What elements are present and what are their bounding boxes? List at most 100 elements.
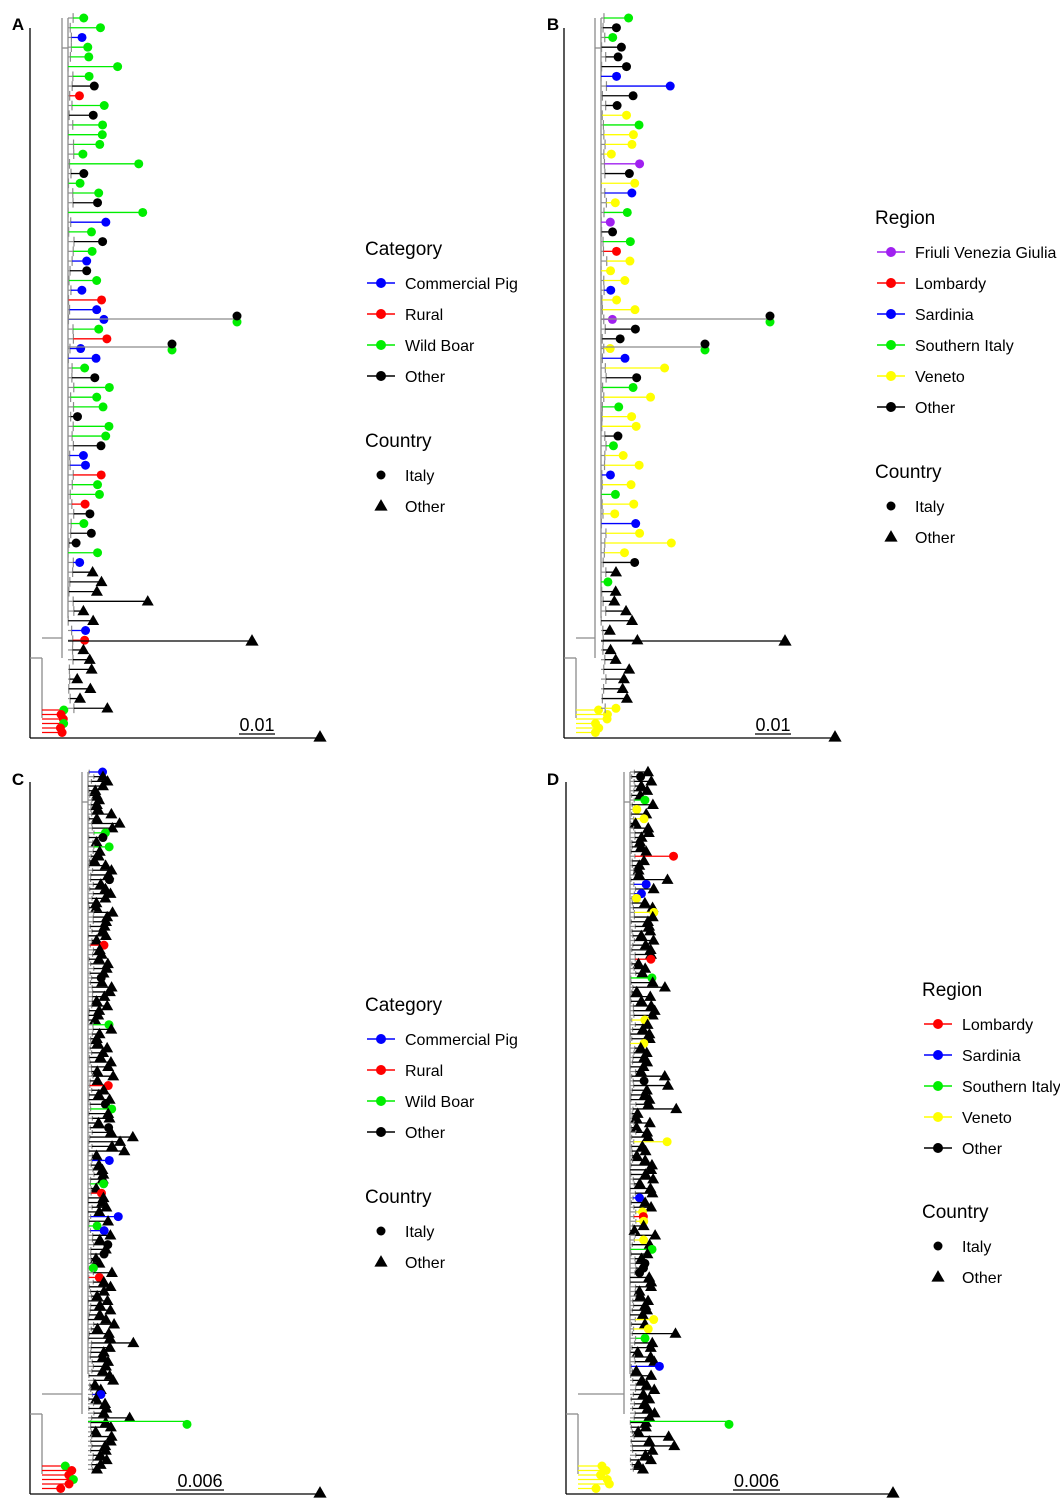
tip-circle-marker	[56, 1484, 66, 1493]
tree-panel-c: 0.006	[29, 767, 327, 1498]
tip-triangle-marker	[104, 1126, 117, 1137]
tip-triangle-marker	[100, 1453, 113, 1465]
tip-triangle-marker	[646, 976, 659, 987]
tip-triangle-marker	[646, 798, 659, 809]
legend-circle-icon	[886, 501, 896, 511]
tip-triangle-marker	[105, 1023, 118, 1034]
tip-circle-marker	[625, 237, 635, 247]
tip-triangle-marker	[636, 967, 649, 978]
tip-triangle-marker	[629, 817, 642, 828]
tip-triangle-marker	[93, 1205, 106, 1217]
tip-triangle-marker	[639, 1154, 652, 1165]
tip-circle-marker	[98, 402, 108, 412]
tip-circle-marker	[619, 548, 629, 558]
tip-triangle-marker	[101, 957, 114, 969]
tree-panel-a: 0.01	[29, 13, 327, 742]
tip-circle-marker	[628, 382, 638, 392]
tip-circle-marker	[92, 392, 102, 402]
tip-circle-marker	[92, 276, 102, 285]
tip-triangle-marker	[71, 672, 84, 684]
legend-item-label: Other	[915, 530, 956, 547]
legend-item-label: Italy	[405, 468, 434, 485]
tip-triangle-marker	[637, 1388, 650, 1399]
legend-swatch-dot	[376, 1127, 386, 1137]
tip-triangle-marker	[97, 1346, 110, 1357]
tip-triangle-marker	[632, 957, 645, 969]
tip-triangle-marker	[778, 634, 792, 646]
tip-circle-marker	[72, 412, 82, 422]
legend-item-label: Wild Boar	[405, 338, 475, 355]
tree-panel-d: 0.006	[565, 765, 900, 1498]
tip-triangle-marker	[92, 1088, 105, 1100]
legend-shape-title: Country	[922, 1202, 989, 1223]
legend-item-label: Commercial Pig	[405, 276, 518, 293]
tip-circle-marker	[634, 460, 644, 470]
tip-triangle-marker	[90, 1032, 103, 1043]
tip-circle-marker	[632, 804, 642, 814]
tip-triangle-marker	[634, 1041, 647, 1053]
tip-circle-marker	[610, 509, 620, 519]
tip-circle-marker	[611, 23, 621, 33]
tip-triangle-marker	[633, 1177, 646, 1189]
tip-triangle-marker	[105, 1430, 118, 1441]
legend-swatch-dot	[886, 247, 896, 257]
tip-triangle-marker	[648, 1406, 661, 1418]
tip-triangle-marker	[639, 1196, 652, 1207]
legend-swatch-dot	[886, 402, 896, 412]
tip-circle-marker	[96, 1389, 106, 1399]
tip-triangle-marker	[644, 943, 657, 955]
tip-circle-marker	[82, 256, 92, 266]
tip-triangle-marker	[106, 821, 119, 833]
tip-circle-marker	[628, 130, 638, 140]
tip-circle-marker	[591, 1484, 601, 1493]
tip-circle-marker	[80, 635, 90, 645]
tip-triangle-marker	[617, 672, 630, 684]
tip-circle-marker	[610, 489, 620, 499]
legend-item-label: Lombardy	[915, 276, 986, 293]
tip-circle-marker	[602, 714, 612, 724]
tip-triangle-marker	[89, 1013, 102, 1025]
tip-circle-marker	[79, 519, 89, 529]
tip-triangle-marker	[609, 653, 622, 664]
legend-item-label: Wild Boar	[405, 1094, 475, 1111]
tip-circle-marker	[631, 519, 641, 529]
tip-triangle-marker	[88, 854, 101, 866]
legend-item-label: Sardinia	[962, 1048, 1021, 1065]
tip-triangle-marker	[105, 807, 118, 819]
tip-triangle-marker	[107, 1374, 120, 1385]
legend-swatch-dot	[933, 1050, 943, 1060]
tip-circle-marker	[90, 373, 100, 383]
tip-triangle-marker	[644, 924, 657, 936]
tip-triangle-marker	[633, 859, 646, 870]
tip-triangle-marker	[103, 985, 116, 997]
tip-circle-marker	[86, 528, 96, 538]
tip-circle-marker	[104, 1155, 114, 1165]
legend-swatch-dot	[376, 1096, 386, 1106]
tip-triangle-marker	[630, 1112, 643, 1123]
tip-circle-marker	[665, 81, 675, 91]
tip-triangle-marker	[608, 595, 621, 606]
tip-triangle-marker	[313, 1486, 327, 1498]
tip-triangle-marker	[98, 1285, 111, 1296]
tip-circle-marker	[167, 339, 177, 349]
tip-triangle-marker	[886, 1486, 900, 1498]
tip-circle-marker	[79, 13, 89, 23]
tip-circle-marker	[101, 431, 111, 441]
tip-triangle-marker	[101, 910, 114, 922]
tip-triangle-marker	[94, 1449, 107, 1460]
legend-swatch-dot	[376, 309, 386, 319]
tip-triangle-marker	[641, 915, 654, 926]
tip-circle-marker	[630, 305, 640, 315]
tip-circle-marker	[85, 509, 95, 519]
tip-triangle-marker	[86, 565, 99, 577]
tip-triangle-marker	[103, 1112, 116, 1123]
tip-triangle-marker	[635, 840, 648, 852]
tip-triangle-marker	[633, 1285, 646, 1296]
scale-bar-label: 0.006	[734, 1471, 779, 1491]
tip-circle-marker	[100, 1099, 110, 1109]
legend-circle-icon	[933, 1241, 943, 1251]
tip-triangle-marker	[93, 1004, 106, 1015]
tip-circle-marker	[646, 392, 656, 402]
tip-triangle-marker	[100, 1201, 113, 1212]
tip-triangle-marker	[639, 938, 652, 950]
